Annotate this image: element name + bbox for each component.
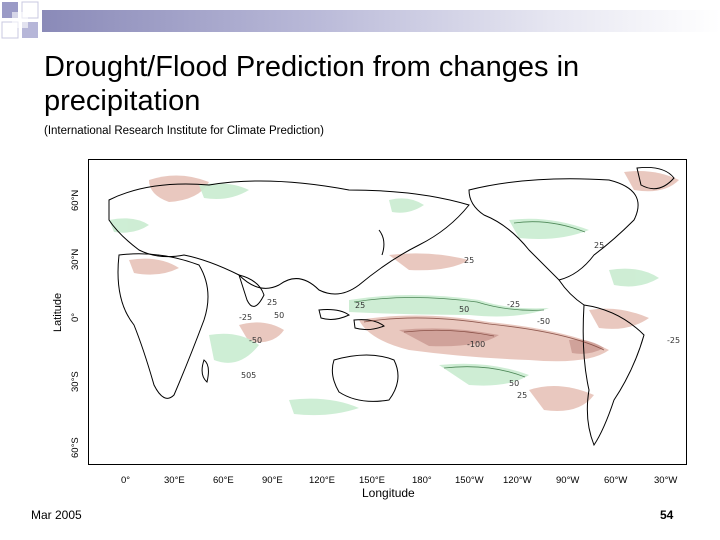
lon-tick: 150°E bbox=[359, 475, 385, 486]
slide-title: Drought/Flood Prediction from changes in… bbox=[44, 51, 580, 117]
contour-label: -25 bbox=[507, 300, 520, 309]
lon-tick: 60°E bbox=[213, 475, 234, 486]
continent-outlines bbox=[108, 167, 675, 447]
dry-contour-lines bbox=[363, 317, 605, 351]
page-number: 54 bbox=[660, 508, 674, 522]
lon-tick: 30°W bbox=[654, 475, 678, 486]
contour-label: -25 bbox=[239, 313, 252, 322]
map-graphic: 25 50 -25 -50 505 25 50 -25 -50 -100 50 … bbox=[108, 167, 680, 447]
lat-tick-30n: 30°N bbox=[70, 248, 81, 270]
header-gradient-bar bbox=[42, 10, 720, 32]
lat-tick-0: 0° bbox=[70, 312, 81, 322]
decorative-squares bbox=[1, 1, 39, 39]
lon-tick: 120°W bbox=[503, 475, 532, 486]
lon-tick: 0° bbox=[121, 475, 131, 486]
precipitation-anomaly-map: 25 50 -25 -50 505 25 50 -25 -50 -100 50 … bbox=[88, 159, 687, 465]
longitude-axis-title: Longitude bbox=[362, 486, 415, 500]
lon-tick: 30°E bbox=[164, 475, 185, 486]
contour-label: 50 bbox=[509, 379, 519, 388]
contour-label: 25 bbox=[517, 391, 527, 400]
lon-tick: 90°E bbox=[262, 475, 283, 486]
lon-tick: 60°W bbox=[604, 475, 628, 486]
latitude-axis-title: Latitude bbox=[52, 292, 64, 332]
lat-tick-60n: 60°N bbox=[70, 189, 81, 211]
slide-subtitle: (International Research Institute for Cl… bbox=[44, 125, 324, 137]
contour-label: 25 bbox=[464, 256, 474, 265]
contour-label: 25 bbox=[355, 301, 365, 310]
lon-tick: 120°E bbox=[309, 475, 335, 486]
contour-label: 50 bbox=[459, 305, 469, 314]
contour-label: -25 bbox=[667, 336, 680, 345]
contour-label: -100 bbox=[467, 340, 485, 349]
lon-tick: 90°W bbox=[556, 475, 580, 486]
contour-label: -50 bbox=[537, 317, 550, 326]
footer-date: Mar 2005 bbox=[31, 508, 82, 522]
contour-label: 50 bbox=[274, 311, 284, 320]
lon-tick: 180° bbox=[412, 475, 432, 486]
contour-label: -50 bbox=[249, 336, 262, 345]
contour-label: 25 bbox=[267, 298, 277, 307]
lon-tick: 150°W bbox=[455, 475, 484, 486]
contour-label: 25 bbox=[594, 241, 604, 250]
wet-anomaly-regions bbox=[109, 183, 659, 416]
contour-label: 505 bbox=[241, 371, 256, 380]
lat-tick-30s: 30°S bbox=[70, 371, 81, 392]
lat-tick-60s: 60°S bbox=[70, 437, 81, 458]
contour-lines bbox=[353, 221, 586, 378]
